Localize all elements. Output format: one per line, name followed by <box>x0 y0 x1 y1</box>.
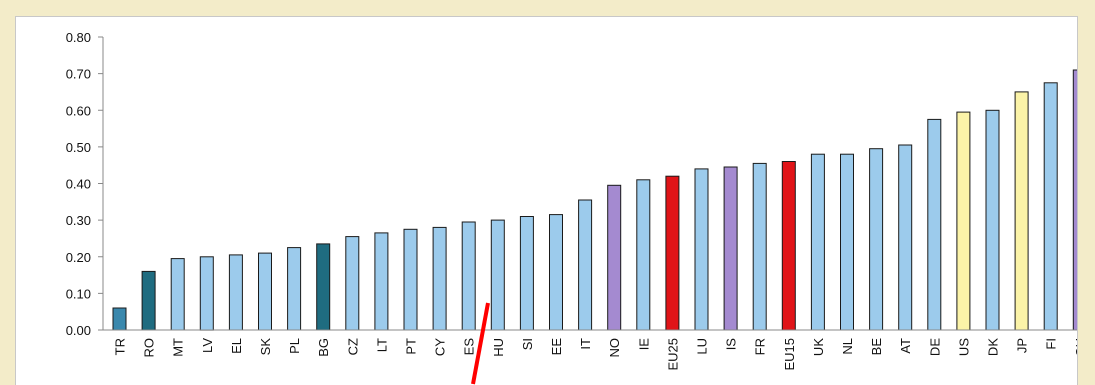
x-label-uk: UK <box>811 338 826 356</box>
x-label-ie: IE <box>636 338 651 351</box>
y-tick-label: 0.50 <box>66 140 91 155</box>
bar-ie <box>636 179 651 331</box>
x-label-bg: BG <box>316 338 331 357</box>
x-label-cz: CZ <box>345 338 360 355</box>
x-label-us: US <box>956 338 971 356</box>
bar-lu <box>694 168 709 331</box>
bar-at <box>898 144 913 331</box>
bar-be <box>869 148 884 331</box>
bar-cz <box>345 236 360 331</box>
x-label-mt: MT <box>171 338 186 357</box>
x-label-fr: FR <box>753 338 768 355</box>
x-label-eu15: EU15 <box>782 338 797 371</box>
bar-fr <box>752 162 767 331</box>
bar-eu15 <box>781 161 796 331</box>
y-tick-label: 0.20 <box>66 250 91 265</box>
bar-sk <box>258 252 272 331</box>
x-label-lu: LU <box>695 338 710 355</box>
bar-bg <box>316 243 331 331</box>
bar-fi <box>1043 82 1058 331</box>
bar-mt <box>170 258 185 331</box>
bar-us <box>956 111 971 331</box>
x-label-de: DE <box>927 338 942 356</box>
x-label-pl: PL <box>287 338 302 354</box>
y-tick-label: 0.00 <box>66 323 91 338</box>
x-label-lt: LT <box>374 338 389 352</box>
x-label-sk: SK <box>258 338 273 356</box>
red-annotation-line <box>471 302 490 385</box>
x-label-tr: TR <box>113 338 128 355</box>
x-label-hu: HU <box>491 338 506 357</box>
bar-cy <box>432 226 447 331</box>
bar-lv <box>199 256 214 331</box>
x-label-si: SI <box>520 338 535 350</box>
bars <box>112 69 1077 331</box>
x-label-eu25: EU25 <box>665 338 680 371</box>
bar-tr <box>112 307 127 331</box>
x-label-ro: RO <box>142 338 157 358</box>
y-tick-label: 0.10 <box>66 286 91 301</box>
x-label-is: IS <box>724 338 739 351</box>
bar-lt <box>374 232 389 331</box>
bar-it <box>578 199 593 331</box>
bar-ch <box>1072 69 1077 331</box>
x-label-lv: LV <box>200 338 215 353</box>
y-tick-label: 0.40 <box>66 177 91 192</box>
x-label-it: IT <box>578 338 593 350</box>
bar-nl <box>840 153 854 331</box>
bar-uk <box>810 153 825 331</box>
y-axis: 0.00 0.10 0.20 0.30 0.40 0.50 0.60 0.70 0.80 <box>66 30 104 338</box>
bar-pt <box>403 228 418 331</box>
x-label-no: NO <box>607 338 622 358</box>
bar-de <box>927 118 942 331</box>
bar-hu <box>490 219 505 331</box>
bar-dk <box>985 109 1000 331</box>
bar-chart: 0.00 0.10 0.20 0.30 0.40 0.50 0.60 0.70 0.80 TR R… <box>66 30 1078 385</box>
bar-es <box>461 221 476 331</box>
bar-ro <box>141 270 156 331</box>
bar-pl <box>287 247 302 331</box>
x-label-at: AT <box>898 338 913 354</box>
y-tick-label: 0.70 <box>66 67 91 82</box>
bar-eu25 <box>665 175 680 331</box>
x-label-ee: EE <box>549 338 564 356</box>
x-label-fi: FI <box>1044 338 1059 350</box>
x-label-pt: PT <box>404 338 419 355</box>
x-label-dk: DK <box>986 338 1001 356</box>
y-tick-label: 0.60 <box>66 103 91 118</box>
bar-is <box>723 166 738 331</box>
y-tick-label: 0.80 <box>66 30 91 45</box>
x-label-nl: NL <box>840 338 855 355</box>
category-labels: TR RO MT LV EL SK PL BG CZ LT PT CY ES HU SI EE IT NO IE EU… <box>113 338 1078 371</box>
bar-jp <box>1014 91 1029 331</box>
bar-no <box>607 184 622 331</box>
y-tick-label: 0.30 <box>66 213 91 228</box>
x-label-jp: JP <box>1015 338 1030 353</box>
chart-frame: 0.00 0.10 0.20 0.30 0.40 0.50 0.60 0.70 0.80 TR R… <box>15 16 1078 385</box>
bar-ee <box>549 214 563 331</box>
x-label-ch: CH <box>1073 338 1077 357</box>
x-label-cy: CY <box>433 338 448 356</box>
x-label-el: EL <box>229 338 244 354</box>
x-label-es: ES <box>462 338 477 356</box>
bar-si <box>519 216 534 331</box>
x-label-be: BE <box>869 338 884 356</box>
bar-el <box>228 254 243 331</box>
